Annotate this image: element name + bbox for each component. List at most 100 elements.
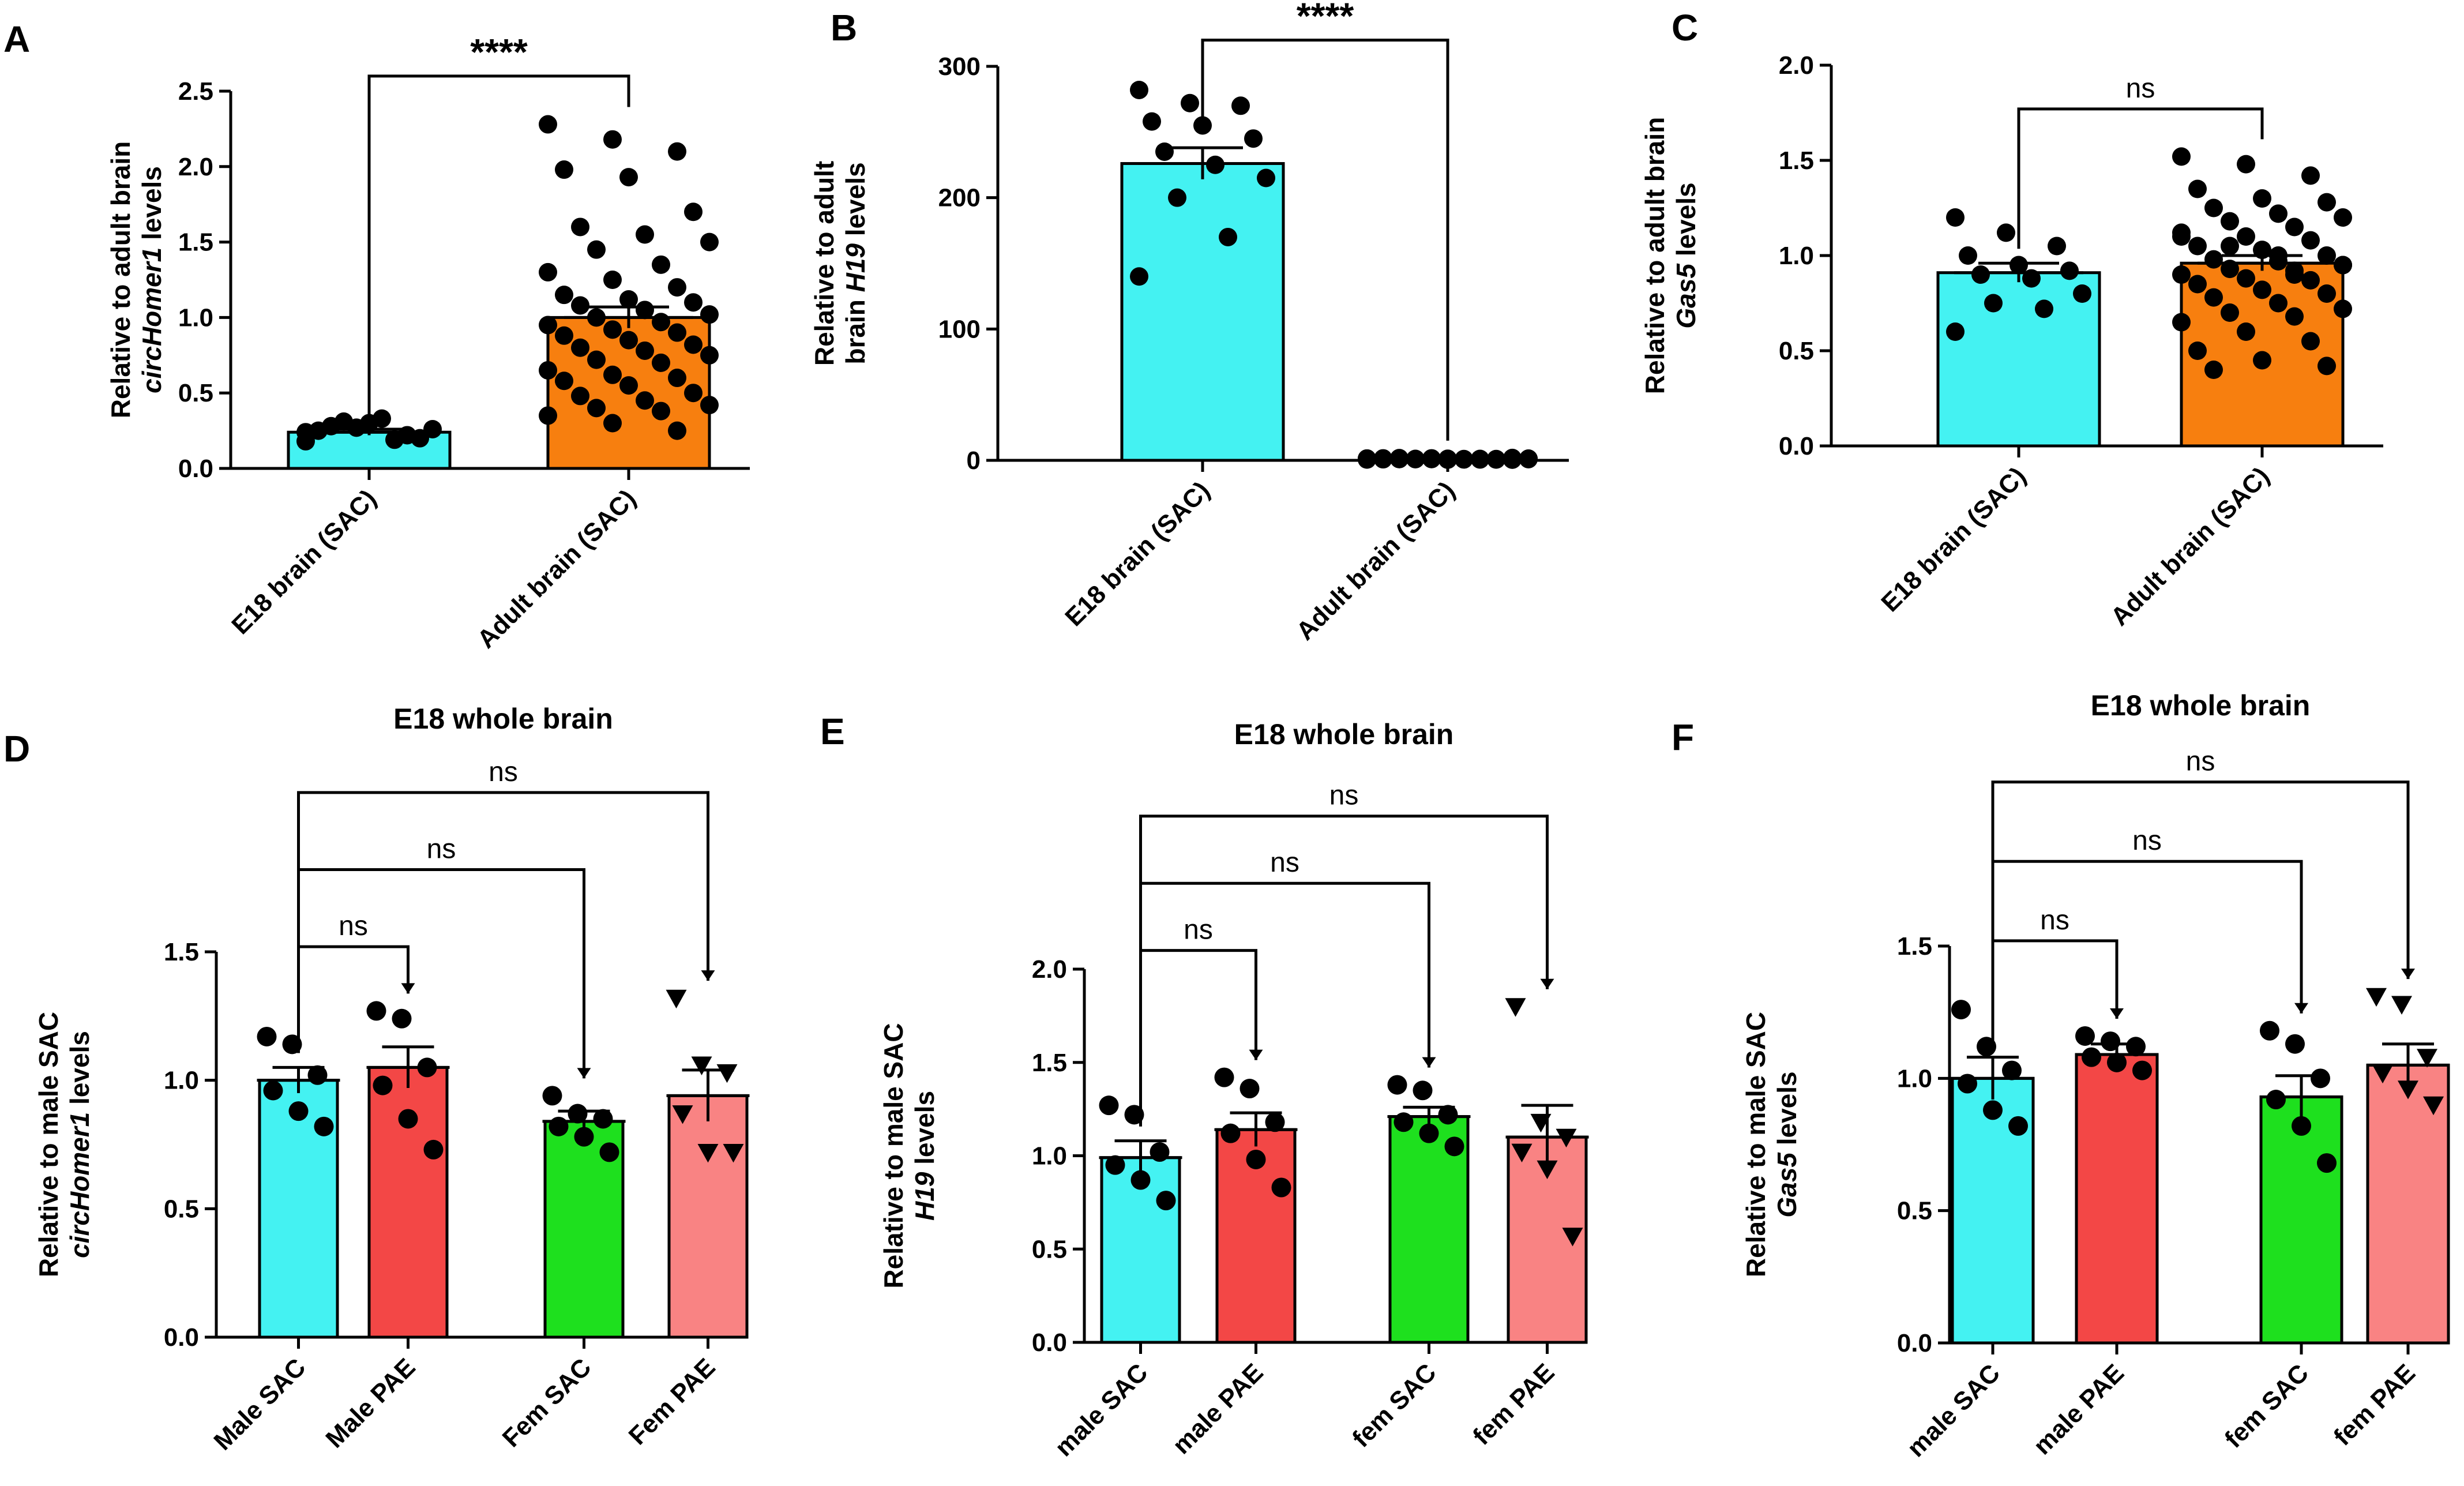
bar-2 xyxy=(2075,1053,2159,1345)
data-point xyxy=(2253,351,2271,370)
data-point xyxy=(587,240,606,259)
data-point xyxy=(2237,155,2255,174)
data-point xyxy=(2334,208,2352,227)
data-point xyxy=(2188,342,2207,360)
chart-title: E18 whole brain xyxy=(393,703,613,735)
data-point xyxy=(672,1105,693,1124)
data-point xyxy=(2204,361,2223,379)
y-axis-title: Relative to male SACcircHomer1 levels xyxy=(33,1012,95,1277)
y-tick-label: 0.0 xyxy=(1897,1329,1932,1357)
y-tick-label: 0.0 xyxy=(1032,1329,1067,1357)
data-point xyxy=(1997,223,2015,242)
data-point xyxy=(555,326,573,345)
data-point xyxy=(2237,269,2255,288)
data-point xyxy=(636,301,654,320)
data-point xyxy=(2204,250,2223,269)
data-point xyxy=(2269,204,2288,223)
data-point xyxy=(619,290,638,309)
data-point xyxy=(2317,284,2336,303)
significance-label: ns xyxy=(1184,915,1213,945)
data-point xyxy=(599,1142,619,1162)
x-tick-label: fem SAC xyxy=(1347,1358,1441,1453)
data-point xyxy=(555,286,573,305)
data-point xyxy=(423,419,442,438)
data-point xyxy=(2172,227,2191,246)
significance-label: ns xyxy=(2132,825,2162,856)
data-point xyxy=(373,409,391,428)
panel-letter: D xyxy=(3,728,30,770)
data-point xyxy=(2266,1090,2286,1110)
y-tick-label: 2.5 xyxy=(178,77,213,106)
y-axis-title-line2: circHomer1 levels xyxy=(137,166,167,393)
data-point xyxy=(1130,267,1148,286)
significance-bracket xyxy=(1139,949,1257,1127)
y-tick-label: 0.0 xyxy=(178,455,213,483)
y-tick-label: 2.0 xyxy=(1032,955,1067,984)
y-axis-title-line2: Gas5 levels xyxy=(1671,182,1701,328)
x-tick-label: fem PAE xyxy=(2328,1359,2421,1451)
bar-1 xyxy=(1120,162,1285,462)
x-tick-label: E18 brain (SAC) xyxy=(1060,476,1215,632)
data-point xyxy=(539,406,557,425)
significance-label: ns xyxy=(489,757,518,787)
y-axis-title: Relative to adultbrain H19 levels xyxy=(809,161,870,366)
data-point xyxy=(1246,1149,1266,1169)
data-point xyxy=(423,1139,444,1159)
significance-bracket xyxy=(367,74,630,415)
data-point xyxy=(2398,1080,2418,1100)
y-tick-label: 1.0 xyxy=(178,303,213,332)
data-point xyxy=(1265,1112,1285,1132)
y-tick-label: 0.5 xyxy=(178,379,213,407)
data-point xyxy=(603,130,622,149)
x-tick-label: male SAC xyxy=(1902,1359,2005,1462)
data-point xyxy=(2132,1060,2152,1080)
significance-bracket xyxy=(1139,815,1549,1127)
y-axis-title-line1: Relative to adult brain xyxy=(106,141,136,419)
data-point xyxy=(1214,1067,1234,1087)
data-point xyxy=(697,1143,719,1163)
y-tick-label: 0.5 xyxy=(1779,337,1814,365)
data-point xyxy=(1244,129,1263,148)
data-point xyxy=(2285,265,2304,284)
data-point xyxy=(1444,1136,1464,1157)
chart-title: E18 whole brain xyxy=(2091,689,2311,722)
data-point xyxy=(2221,212,2239,231)
data-point xyxy=(652,401,670,421)
data-point xyxy=(398,1109,418,1129)
data-point xyxy=(1231,96,1250,115)
data-point xyxy=(684,293,703,312)
data-point xyxy=(2417,1049,2437,1068)
y-tick-label: 1.0 xyxy=(1897,1064,1932,1093)
data-point xyxy=(619,376,638,395)
bar-2 xyxy=(367,1065,449,1339)
bracket-arrow xyxy=(701,970,715,981)
y-axis-title-line2: circHomer1 levels xyxy=(65,1031,95,1258)
data-point xyxy=(2237,227,2255,246)
data-point xyxy=(668,323,686,342)
data-point xyxy=(636,225,654,244)
y-axis-title-line1: Relative to adult brain xyxy=(1640,117,1670,395)
significance-label: ns xyxy=(339,911,368,941)
data-point xyxy=(1419,1123,1439,1143)
data-point xyxy=(684,202,703,222)
data-point xyxy=(2317,193,2336,212)
panel-E: E E18 whole brain 0.0 0.5 1.0 1.5 2.0 male SAC m… xyxy=(820,711,1589,1462)
data-point xyxy=(2204,288,2223,307)
data-point xyxy=(603,365,622,384)
y-axis-title: Relative to male SACH19 levels xyxy=(878,1023,940,1288)
bracket-arrow xyxy=(1249,1049,1263,1060)
data-point xyxy=(1387,1075,1407,1095)
data-point xyxy=(603,414,622,433)
data-point xyxy=(2035,299,2053,318)
data-point xyxy=(549,1116,569,1136)
y-tick-label: 200 xyxy=(938,184,981,212)
bracket-arrow xyxy=(2110,1008,2124,1019)
data-point xyxy=(2301,332,2320,351)
x-tick-label: Adult brain (SAC) xyxy=(472,484,641,654)
data-point xyxy=(1130,1170,1151,1190)
data-point xyxy=(1156,1191,1176,1211)
data-point xyxy=(2317,1153,2337,1173)
data-point xyxy=(587,350,606,369)
data-point xyxy=(1358,449,1376,468)
